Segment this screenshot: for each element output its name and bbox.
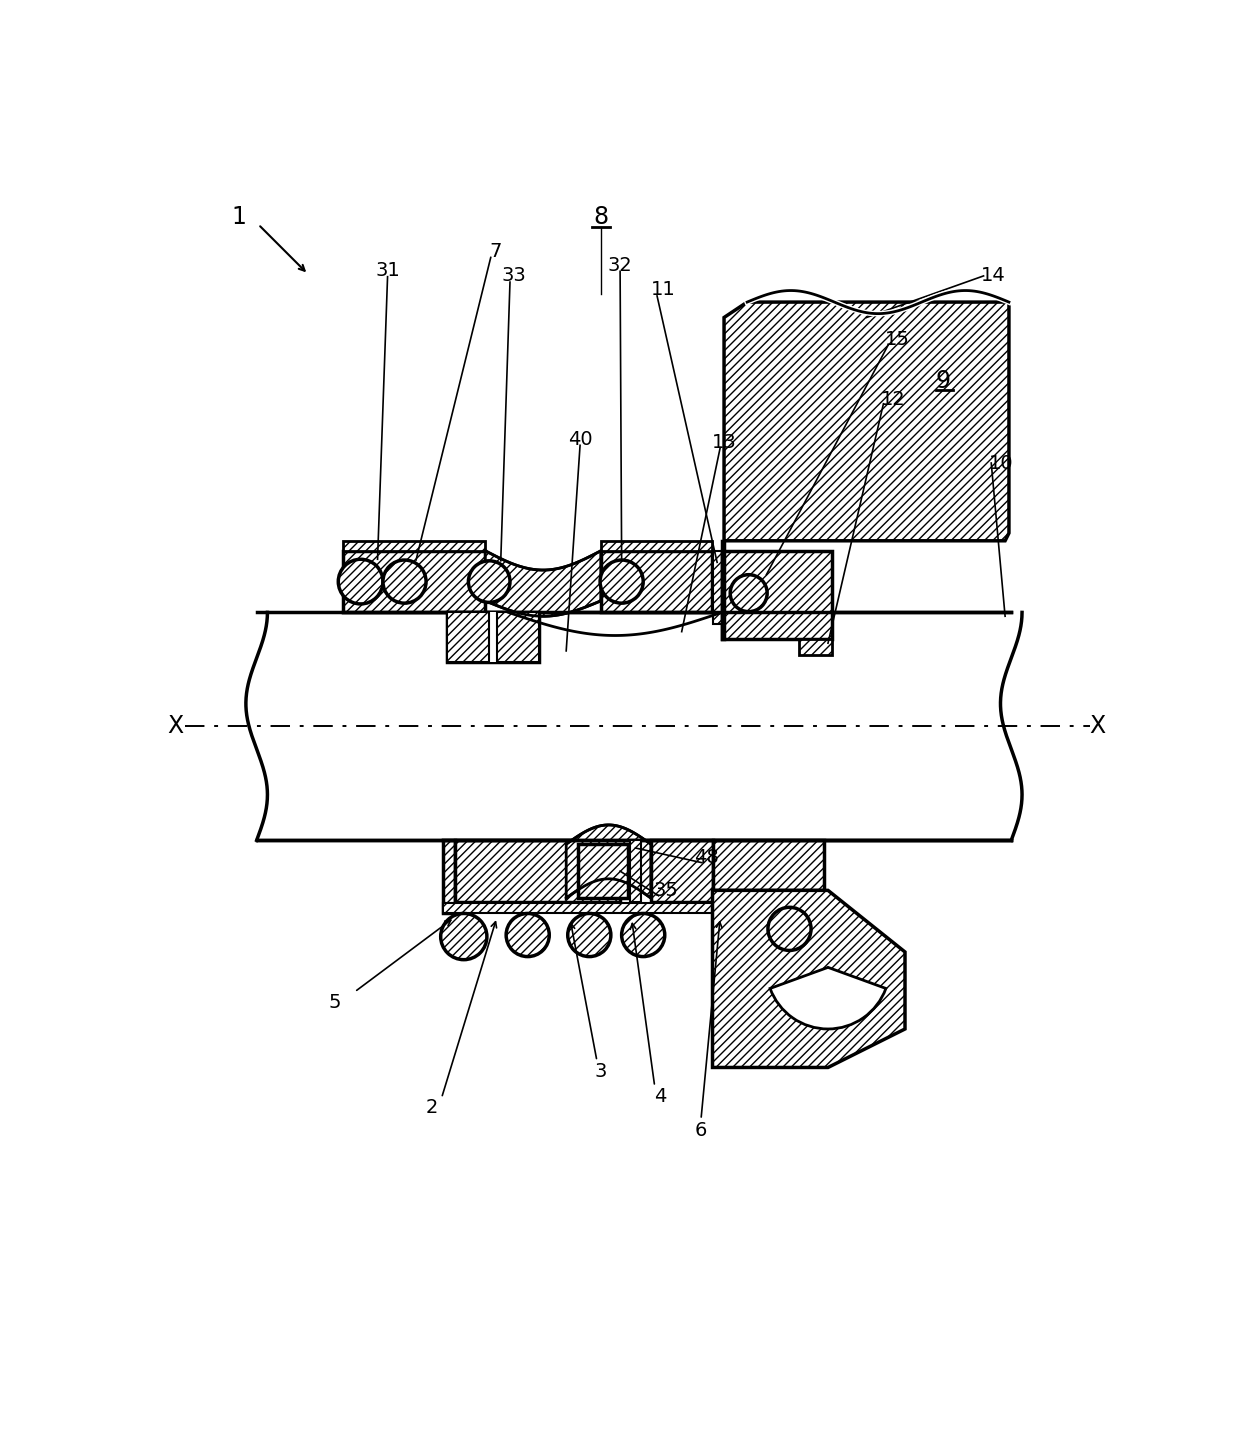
Text: 40: 40	[568, 430, 593, 450]
Text: 14: 14	[981, 267, 1006, 285]
Text: 11: 11	[651, 281, 676, 299]
Bar	[651, 840, 713, 901]
Text: 12: 12	[882, 390, 906, 408]
Text: 7: 7	[489, 242, 501, 261]
Circle shape	[730, 575, 768, 612]
Text: 2: 2	[425, 1098, 438, 1116]
Bar	[446, 612, 490, 662]
Text: 35: 35	[653, 881, 678, 900]
Circle shape	[339, 559, 383, 603]
Text: 9: 9	[936, 368, 951, 393]
Text: X: X	[1090, 715, 1106, 738]
Polygon shape	[485, 550, 601, 616]
Text: 48: 48	[694, 848, 719, 867]
Text: 10: 10	[990, 453, 1013, 473]
Text: 6: 6	[694, 1121, 707, 1141]
Circle shape	[768, 907, 811, 950]
Bar	[443, 840, 455, 913]
Bar	[630, 840, 641, 901]
Text: 31: 31	[376, 261, 401, 279]
Text: 1: 1	[232, 205, 247, 229]
Bar	[601, 540, 713, 550]
Bar	[722, 550, 832, 639]
Bar	[257, 612, 1012, 840]
Text: 5: 5	[329, 993, 341, 1012]
Text: 4: 4	[653, 1088, 666, 1106]
Bar	[713, 550, 722, 623]
Bar	[455, 840, 620, 901]
Polygon shape	[724, 302, 1009, 540]
Text: 15: 15	[885, 331, 910, 350]
Text: 13: 13	[712, 433, 737, 451]
Polygon shape	[722, 540, 724, 639]
Wedge shape	[770, 967, 885, 1029]
Polygon shape	[567, 825, 651, 898]
Text: 8: 8	[593, 205, 609, 229]
Bar	[713, 840, 825, 890]
Polygon shape	[713, 890, 905, 1068]
Circle shape	[621, 913, 665, 957]
Circle shape	[440, 913, 487, 960]
Text: 3: 3	[595, 1062, 608, 1080]
Circle shape	[383, 560, 427, 603]
Bar	[578, 844, 627, 898]
Circle shape	[506, 913, 549, 957]
Bar	[799, 639, 832, 655]
Circle shape	[600, 560, 644, 603]
Bar	[443, 903, 455, 913]
Circle shape	[568, 913, 611, 957]
Bar	[446, 612, 539, 662]
Text: 33: 33	[501, 267, 526, 285]
Text: X: X	[167, 715, 184, 738]
Circle shape	[469, 560, 510, 602]
Bar	[343, 550, 485, 612]
Text: 32: 32	[608, 255, 632, 275]
Bar	[446, 612, 539, 662]
Bar	[601, 550, 713, 612]
Bar	[497, 612, 539, 662]
Bar	[343, 540, 485, 550]
Bar	[443, 903, 825, 913]
